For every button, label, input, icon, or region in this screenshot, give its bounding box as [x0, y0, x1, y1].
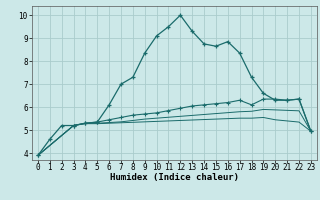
- X-axis label: Humidex (Indice chaleur): Humidex (Indice chaleur): [110, 173, 239, 182]
